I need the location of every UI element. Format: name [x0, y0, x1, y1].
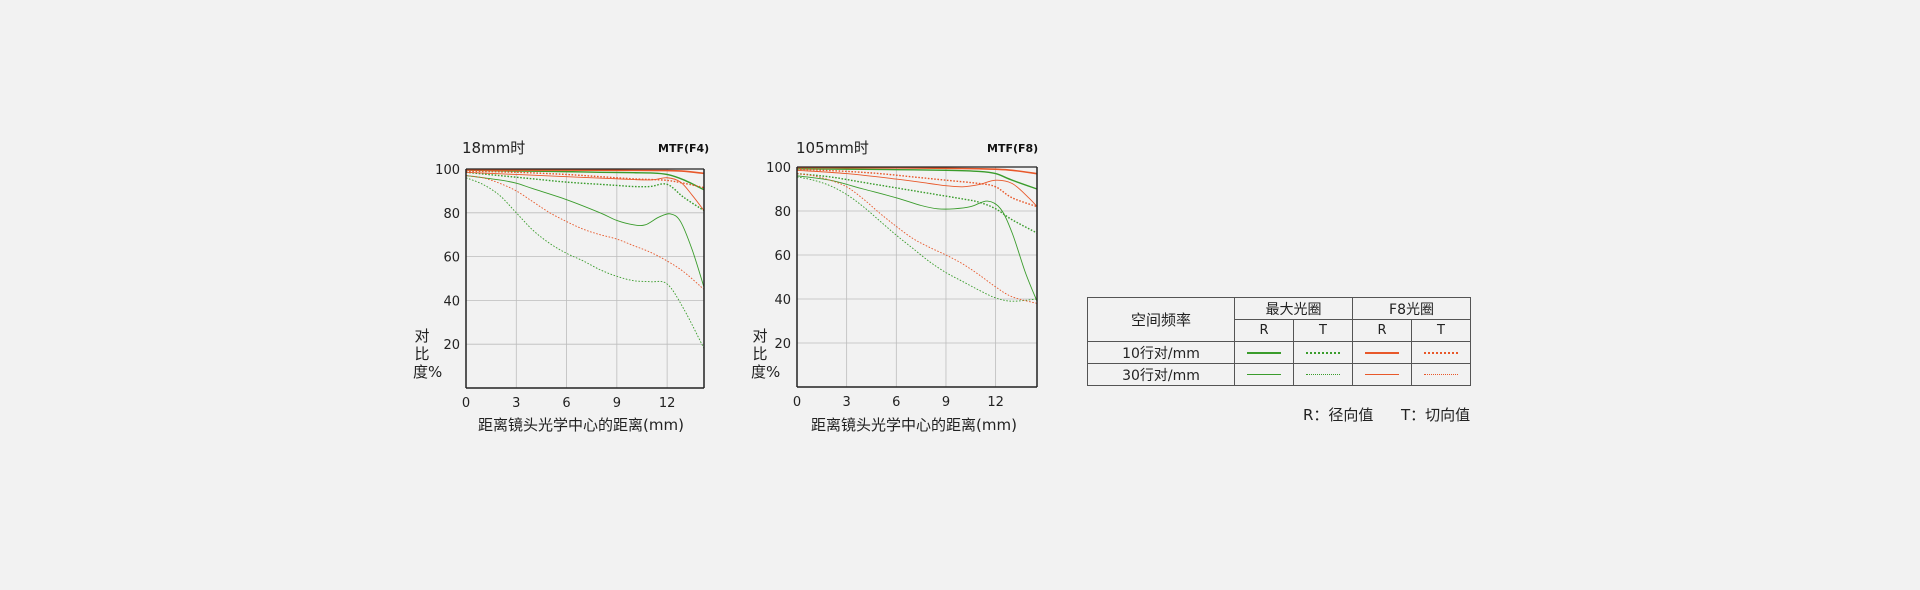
legend-swatch	[1411, 363, 1471, 386]
x-tick-label: 3	[843, 395, 851, 410]
chart-subtitle: MTF(F8)	[987, 142, 1039, 155]
x-tick-label: 9	[613, 396, 621, 411]
legend-swatch	[1234, 341, 1294, 364]
x-axis-title: 距离镜头光学中心的距离(mm)	[478, 416, 684, 434]
x-tick-label: 6	[562, 396, 570, 411]
legend-group-f8: F8光圈	[1352, 297, 1471, 320]
series-line-orange-dotted	[465, 170, 705, 189]
legend-swatch-line	[1424, 351, 1458, 354]
series-line-green-solid	[465, 175, 705, 288]
y-tick-label: 60	[443, 251, 460, 266]
x-tick-label: 9	[942, 395, 950, 410]
y-tick-label: 80	[774, 205, 791, 220]
y-tick-label: 40	[443, 294, 460, 309]
legend-swatch	[1293, 363, 1353, 386]
series-line-orange-dotted	[796, 173, 1038, 304]
mtf-chart-105mm: 105mm时 MTF(F8) 20 40 60 80 100 0 3 6 9 12 对比度% 距离…	[742, 0, 1072, 450]
radial-note: R：径向值	[1303, 406, 1374, 424]
x-tick-label: 6	[892, 395, 900, 410]
y-axis-title: 对比度%	[413, 327, 443, 381]
y-tick-label: 40	[774, 293, 791, 308]
legend-swatch-line	[1306, 374, 1340, 375]
series-line-green-solid	[796, 168, 1038, 190]
series-line-orange-solid	[796, 166, 1038, 175]
series-line-orange-solid	[465, 169, 705, 175]
legend-swatch-line	[1365, 374, 1399, 375]
series-line-green-dotted	[796, 176, 1038, 302]
legend-swatch-line	[1365, 351, 1399, 354]
legend-swatch-line	[1247, 351, 1281, 354]
chart-subtitle: MTF(F4)	[658, 142, 710, 155]
series-line-orange-dotted	[465, 175, 705, 290]
y-tick-label: 80	[443, 207, 460, 222]
legend-swatch	[1234, 363, 1294, 386]
series-line-green-dotted	[796, 172, 1038, 234]
mtf-plot-18mm: 20 40 60 80 100 0 3 6 9 12	[435, 163, 705, 411]
series-line-green-solid	[465, 169, 705, 191]
series-line-green-dotted	[465, 171, 705, 212]
legend-sub-r: R	[1352, 319, 1412, 342]
x-tick-label: 3	[512, 396, 520, 411]
legend-swatch-line	[1306, 351, 1340, 354]
legend-table: 空间频率 最大光圈 F8光圈 R T R T 10行对/mm 30行对/mm	[1087, 297, 1471, 386]
legend-row-10lp: 10行对/mm	[1087, 341, 1471, 364]
legend-header: 空间频率	[1087, 297, 1235, 342]
mtf-chart-18mm: 18mm时 MTF(F4) 20 40 60 80 100 0 3 6 9 12 对比度% 距离镜…	[410, 0, 740, 450]
x-tick-label: 12	[659, 396, 676, 411]
chart-title: 18mm时	[462, 139, 526, 157]
legend-sub-t: T	[1411, 319, 1471, 342]
y-tick-label: 100	[766, 161, 791, 176]
x-tick-label: 12	[987, 395, 1004, 410]
legend-swatch-line	[1247, 374, 1281, 375]
legend-group-max-aperture: 最大光圈	[1234, 297, 1353, 320]
legend-row-30lp: 30行对/mm	[1087, 363, 1471, 386]
legend-swatch	[1352, 341, 1412, 364]
tangential-note: T：切向值	[1401, 406, 1471, 424]
x-axis-title: 距离镜头光学中心的距离(mm)	[811, 416, 1017, 434]
legend-swatch-line	[1424, 374, 1458, 375]
chart-title: 105mm时	[796, 139, 869, 157]
legend-sub-t: T	[1293, 319, 1353, 342]
series-line-orange-solid	[465, 171, 705, 211]
legend-swatch	[1293, 341, 1353, 364]
series-line-green-solid	[796, 175, 1038, 302]
y-tick-label: 100	[435, 163, 460, 178]
y-tick-label: 20	[443, 338, 460, 353]
legend-row-label: 10行对/mm	[1087, 341, 1235, 364]
series-line-green-dotted	[465, 177, 705, 349]
y-axis-title: 对比度%	[751, 327, 781, 381]
legend-sub-r: R	[1234, 319, 1294, 342]
legend-swatch	[1411, 341, 1471, 364]
y-tick-label: 60	[774, 249, 791, 264]
legend-row-label: 30行对/mm	[1087, 363, 1235, 386]
x-tick-label: 0	[462, 396, 470, 411]
y-tick-label: 20	[774, 337, 791, 352]
x-tick-label: 0	[793, 395, 801, 410]
mtf-plot-105mm: 20 40 60 80 100 0 3 6 9 12	[766, 161, 1038, 410]
legend-swatch	[1352, 363, 1412, 386]
series-line-orange-solid	[796, 169, 1038, 207]
